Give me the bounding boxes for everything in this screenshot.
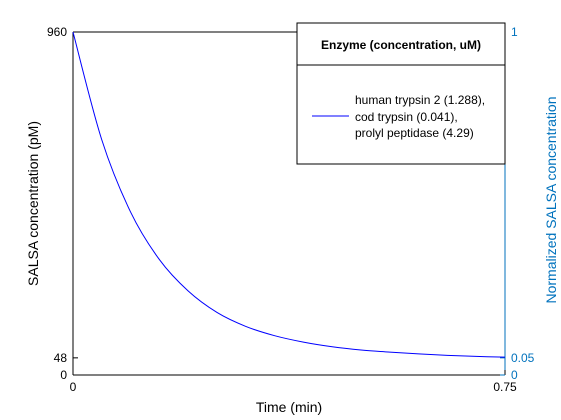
ticks bbox=[72, 31, 506, 376]
legend-title: Enzyme (concentration, uM) bbox=[321, 38, 481, 52]
legend: Enzyme (concentration, uM) human trypsin… bbox=[296, 22, 506, 165]
legend-entry-line-1: human trypsin 2 (1.288), bbox=[355, 93, 485, 107]
left-y-tick-label: 0 bbox=[60, 368, 67, 382]
left-y-tick-label: 960 bbox=[47, 25, 67, 39]
left-y-tick-label: 48 bbox=[54, 351, 68, 365]
right-y-tick-label: 0 bbox=[511, 368, 518, 382]
series-line bbox=[72, 31, 506, 358]
left-y-axis-label: SALSA concentration (pM) bbox=[25, 121, 41, 286]
legend-entry-line-2: cod trypsin (0.041), bbox=[355, 110, 458, 124]
right-y-axis-label: Normalized SALSA concentration bbox=[543, 97, 559, 304]
x-axis-label: Time (min) bbox=[256, 399, 322, 415]
x-tick-label: 0.75 bbox=[493, 380, 517, 394]
legend-box bbox=[296, 22, 506, 165]
x-tick-label: 0 bbox=[70, 380, 77, 394]
right-y-tick-label: 1 bbox=[511, 25, 518, 39]
right-y-tick-label: 0.05 bbox=[511, 351, 535, 365]
legend-entry-line-3: prolyl peptidase (4.29) bbox=[355, 126, 474, 140]
